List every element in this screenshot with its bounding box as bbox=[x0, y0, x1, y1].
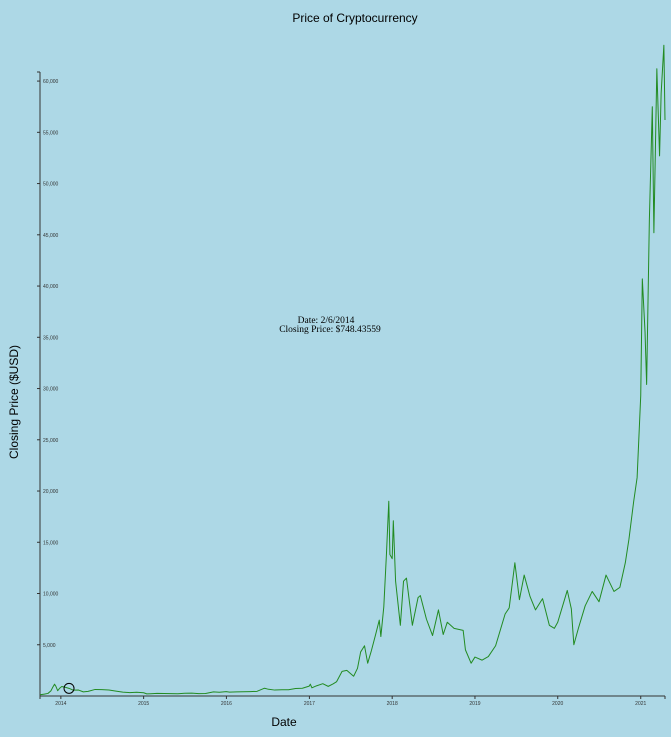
x-tick-label: 2017 bbox=[304, 701, 315, 707]
x-tick-label: 2015 bbox=[138, 701, 149, 707]
x-axis: 2014 2015 2016 2017 2018 2019 2020 2021 bbox=[39, 695, 666, 707]
x-tick-label: 2018 bbox=[387, 701, 398, 707]
x-tick-label: 2019 bbox=[469, 701, 480, 707]
tooltip: Date: 2/6/2014 Closing Price: $748.43559 bbox=[279, 316, 381, 335]
y-tick-label: 10,000 bbox=[43, 592, 59, 598]
y-axis: 5,000 10,000 15,000 20,000 25,000 30,000 35,00… bbox=[37, 71, 59, 696]
y-tick-label: 55,000 bbox=[43, 130, 59, 136]
hover-marker[interactable] bbox=[63, 682, 75, 694]
y-tick-label: 50,000 bbox=[43, 182, 59, 188]
y-tick-label: 35,000 bbox=[43, 335, 59, 341]
chart-title: Price of Cryptocurrency bbox=[292, 11, 417, 25]
x-tick-label: 2014 bbox=[55, 701, 66, 707]
y-tick-label: 15,000 bbox=[43, 540, 59, 546]
y-tick-label: 60,000 bbox=[43, 79, 59, 85]
x-tick-label: 2021 bbox=[635, 701, 646, 707]
closing-price-line bbox=[39, 44, 666, 696]
y-tick-label: 45,000 bbox=[43, 233, 59, 239]
tooltip-price: Closing Price: $748.43559 bbox=[279, 324, 381, 335]
y-tick-label: 30,000 bbox=[43, 387, 59, 393]
y-tick-label: 20,000 bbox=[43, 489, 59, 495]
x-axis-label: Date bbox=[271, 715, 297, 729]
y-tick-label: 5,000 bbox=[43, 643, 56, 649]
y-tick-label: 40,000 bbox=[43, 284, 59, 290]
y-axis-label: Closing Price ($USD) bbox=[7, 345, 21, 459]
tooltip-date: Date: 2/6/2014 bbox=[298, 316, 355, 326]
x-tick-label: 2020 bbox=[552, 701, 563, 707]
x-tick-label: 2016 bbox=[221, 701, 232, 707]
y-tick-label: 25,000 bbox=[43, 438, 59, 444]
